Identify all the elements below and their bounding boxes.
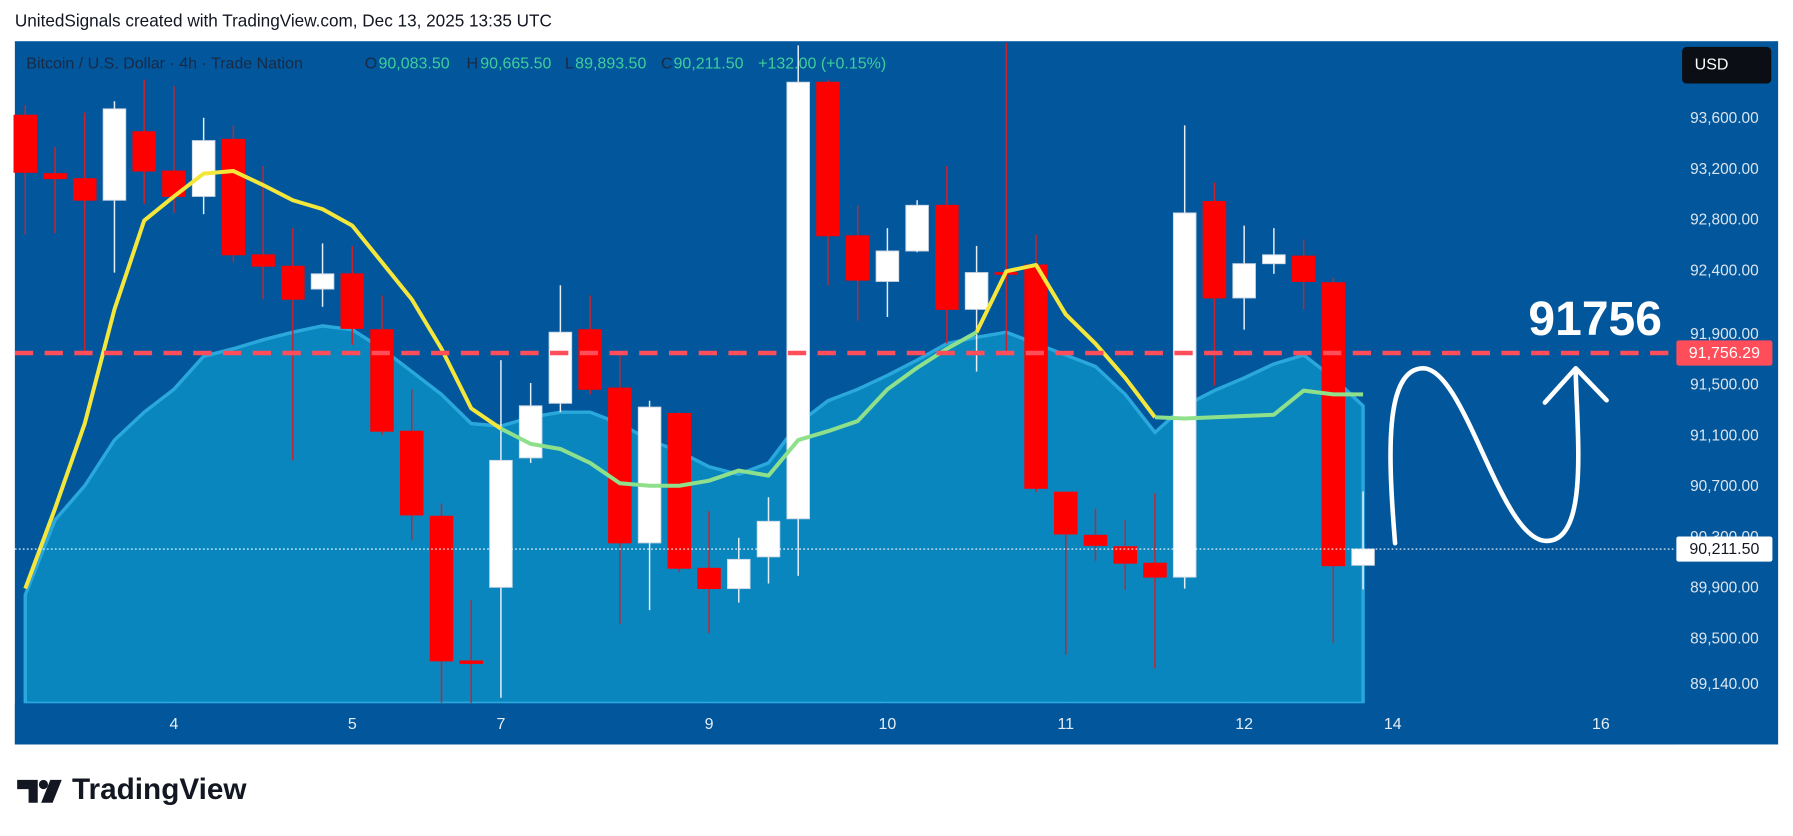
candle-body — [1351, 548, 1375, 566]
candle-body — [1291, 255, 1316, 282]
x-tick-label: 5 — [348, 716, 357, 733]
candle-body — [875, 250, 900, 282]
ma-line — [500, 330, 1364, 488]
legend-value: 90,665.50 — [480, 55, 551, 72]
currency-button[interactable] — [1682, 46, 1772, 84]
brand: TradingView — [72, 773, 247, 806]
y-tick-label: 90,700.00 — [1690, 478, 1759, 495]
candle-body — [578, 329, 602, 390]
candle-body — [816, 81, 840, 237]
y-tick-label: 92,800.00 — [1690, 212, 1759, 229]
credit: UnitedSignals created with TradingView.c… — [15, 10, 552, 30]
logo-mark — [38, 779, 49, 790]
drawing — [1388, 365, 1609, 546]
candle-body — [935, 204, 959, 310]
brand-logo — [17, 779, 62, 803]
candle-body — [637, 406, 662, 544]
legend-key: O — [365, 55, 377, 72]
candle-body — [459, 660, 483, 664]
candle-body — [1172, 212, 1197, 578]
legend-key: H — [467, 55, 479, 72]
y-tick-label: 92,400.00 — [1690, 262, 1759, 279]
legend-change: +132.00 (+0.15%) — [758, 55, 886, 72]
symbol: Bitcoin / U.S. Dollar · 4h · Trade Natio… — [26, 55, 303, 72]
x-tick-label: 16 — [1592, 716, 1610, 733]
legend: Bitcoin / U.S. Dollar · 4h · Trade Natio… — [26, 55, 886, 72]
annotation: 91756 — [1528, 293, 1662, 346]
y-tick-label: 89,500.00 — [1690, 630, 1759, 647]
candle-body — [1113, 546, 1137, 564]
legend-key: L — [565, 55, 574, 72]
candle-body — [964, 272, 989, 310]
candle-body — [727, 558, 751, 590]
legend-value: 90,083.50 — [378, 55, 449, 72]
x-tick-label: 12 — [1235, 716, 1253, 733]
legend-value: 89,893.50 — [575, 55, 646, 72]
candle-body — [370, 329, 394, 432]
x-tick-label: 11 — [1057, 716, 1074, 733]
y-tick-label: 89,900.00 — [1690, 580, 1759, 597]
logo-mark — [17, 779, 38, 803]
candle-body — [697, 567, 721, 590]
candle-body — [608, 387, 632, 544]
candle-body — [43, 173, 67, 180]
candle-body — [13, 114, 38, 173]
candle-body — [518, 405, 543, 459]
y-tick-label: 93,200.00 — [1690, 161, 1759, 178]
y-tick-label: 91,100.00 — [1690, 427, 1759, 444]
x-axis — [14, 703, 1676, 745]
candle-body — [667, 412, 692, 569]
candle-body — [429, 515, 454, 662]
candle-body — [102, 108, 127, 201]
plot: 4 5 7 9 10 11 12 14 16 89,140.00 89,500.00 89,900.0… — [13, 42, 1773, 745]
candle-body — [251, 254, 275, 267]
y-tick-label: 91,500.00 — [1690, 377, 1759, 394]
legend-key: C — [661, 55, 673, 72]
level-label-box — [1676, 340, 1773, 366]
candle-body — [132, 131, 156, 172]
candle-body — [191, 140, 216, 197]
candle-body — [1262, 254, 1286, 265]
candle-body — [756, 520, 781, 558]
candle-body — [281, 265, 305, 300]
candle-body — [1054, 491, 1078, 535]
level-label: 91,756.29 — [1689, 345, 1760, 362]
x-tick-label: 7 — [496, 716, 505, 733]
candle-body — [786, 81, 810, 520]
y-tick-label: 89,140.00 — [1690, 676, 1759, 693]
candle-body — [845, 235, 870, 281]
arrow-head — [1542, 365, 1609, 405]
candle-body — [72, 178, 97, 201]
legend-value: 90,211.50 — [674, 55, 744, 72]
candle-body — [1024, 264, 1048, 489]
candle-body — [1232, 263, 1256, 299]
x-tick-label: 9 — [705, 716, 714, 733]
y-tick-label: 91,900.00 — [1690, 326, 1759, 343]
level-label-box — [1676, 536, 1773, 562]
candle-body — [1202, 201, 1227, 299]
candle-body — [489, 459, 513, 588]
candle-body — [1321, 282, 1346, 567]
y-tick-label: 93,600.00 — [1690, 110, 1759, 127]
candle-body — [905, 204, 929, 252]
candle-body — [399, 430, 424, 516]
curve-arrow — [1388, 365, 1581, 546]
candle-body — [548, 331, 573, 404]
candle-body — [340, 273, 365, 329]
level-label: 90,211.50 — [1689, 541, 1759, 558]
candle-body — [221, 138, 246, 256]
x-tick-label: 14 — [1384, 716, 1402, 733]
x-tick-label: 10 — [879, 716, 897, 733]
candle-body — [1143, 562, 1167, 578]
candle-body — [1083, 534, 1108, 546]
ma-line — [23, 169, 1157, 590]
candle-body — [310, 273, 335, 290]
currency-label[interactable]: USD — [1695, 56, 1729, 73]
logo-mark — [41, 779, 62, 803]
x-tick-label: 4 — [169, 716, 178, 733]
